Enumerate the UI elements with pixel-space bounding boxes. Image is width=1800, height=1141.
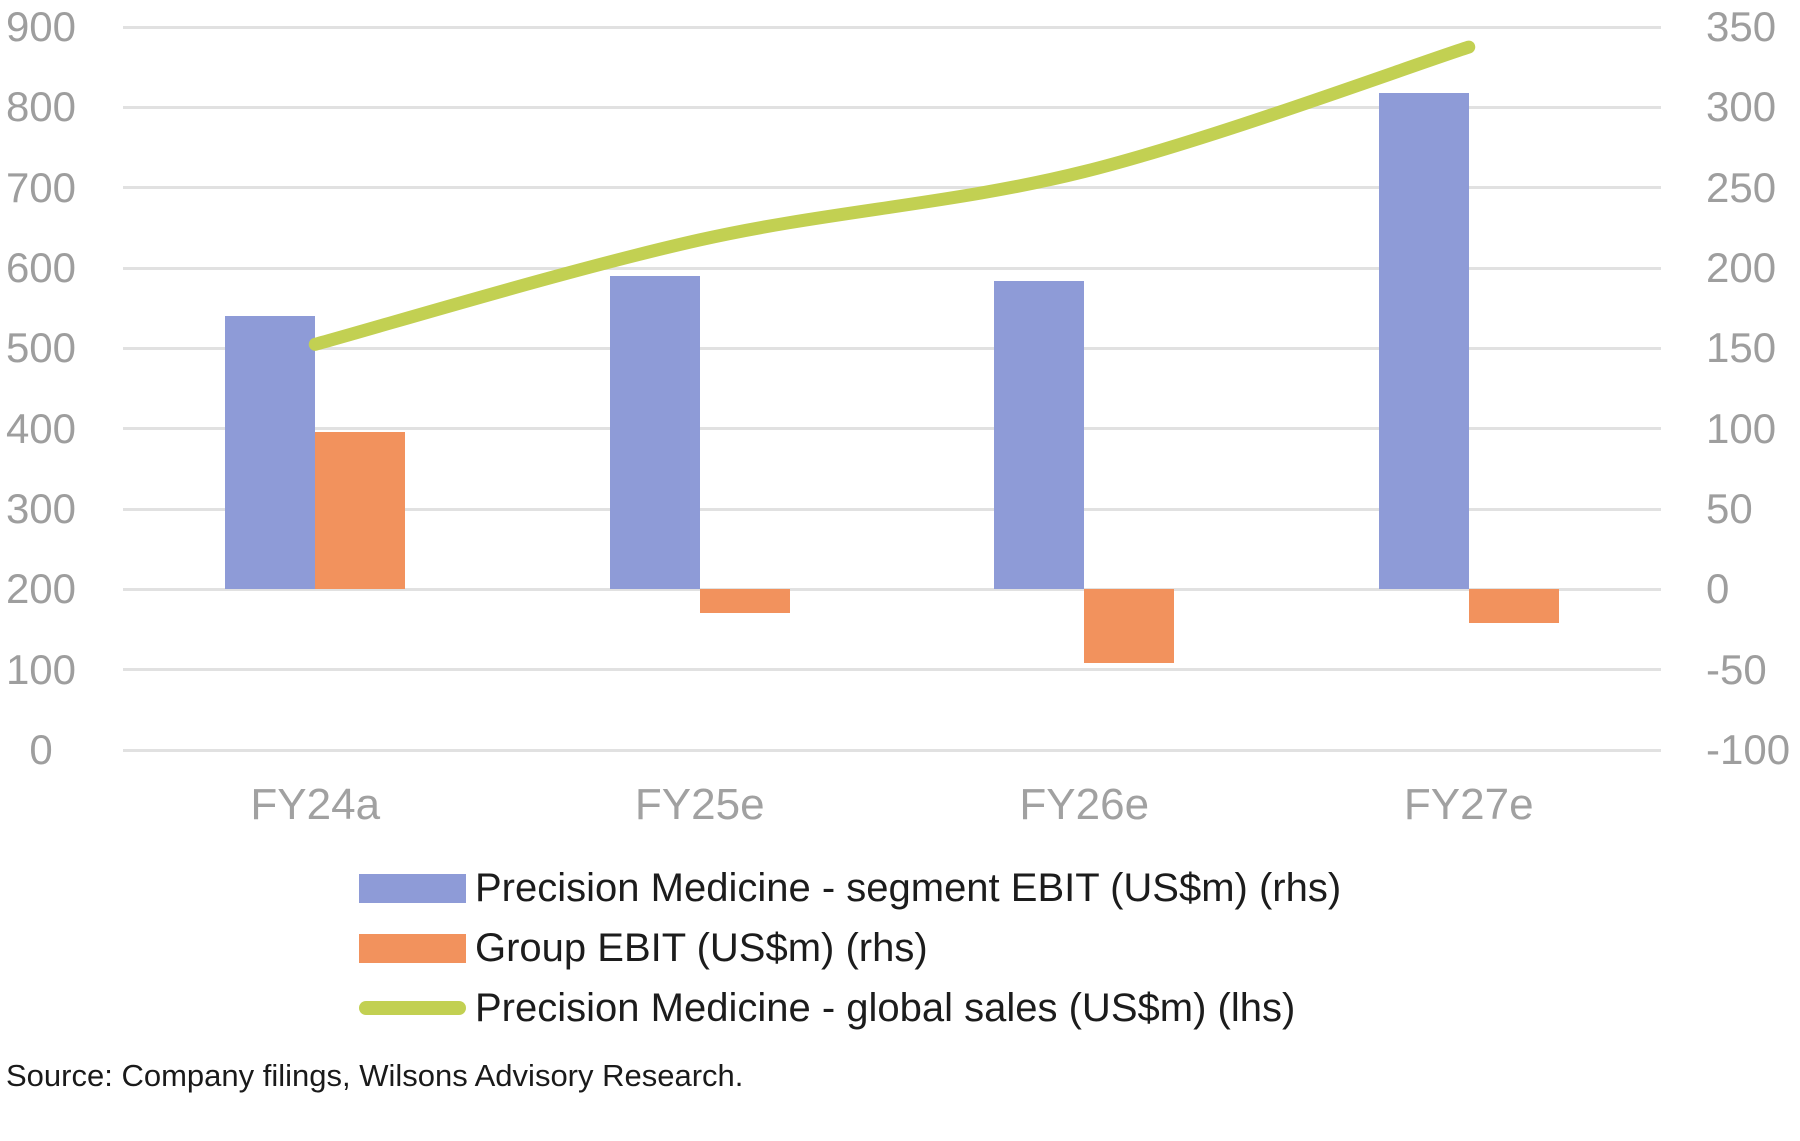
x-axis-label: FY26e [1019,780,1150,829]
gridline [123,587,1661,591]
legend-swatch-precision-medicine-segment [359,873,466,903]
gridline [123,668,1661,672]
x-axis-label: FY27e [1403,780,1534,829]
right-axis-tick: 350 [1706,3,1777,50]
gridline [123,427,1661,431]
legend-swatch-group-ebit-us [359,933,466,963]
left-axis-tick: 900 [5,3,77,50]
legend-label: Group EBIT (US$m) (rhs) [475,926,928,970]
bar-group-ebit-us-FY24a [315,431,406,590]
legend-row-group-ebit-us: Group EBIT (US$m) (rhs) [359,918,928,978]
legend-label: Precision Medicine - global sales (US$m)… [475,986,1296,1030]
right-axis-tick: 200 [1706,244,1777,291]
gridline [123,507,1661,511]
right-axis-tick: 0 [1706,565,1730,613]
right-axis-tick: 250 [1706,163,1777,211]
sales-line [308,40,1476,351]
bar-precision-medicine-segment-FY24a [225,316,316,590]
bar-group-ebit-us-FY27e [1468,589,1559,624]
legend-swatch-precision-medicine-global [359,1001,466,1015]
legend-row-precision-medicine-segment: Precision Medicine - segment EBIT (US$m)… [359,858,1341,918]
gridline [123,25,1661,29]
bar-precision-medicine-segment-FY26e [994,280,1085,590]
left-axis-tick: 400 [5,404,77,452]
legend-label: Precision Medicine - segment EBIT (US$m)… [475,866,1342,910]
right-axis-tick: 150 [1706,324,1777,372]
left-axis-tick: 200 [5,565,77,613]
bar-group-ebit-us-FY26e [1084,589,1175,664]
left-axis-tick: 800 [5,83,77,131]
legend-row-precision-medicine-global: Precision Medicine - global sales (US$m)… [359,978,1295,1038]
right-axis-tick: -50 [1706,645,1767,693]
bar-precision-medicine-segment-FY25e [609,276,700,590]
right-axis-tick: -100 [1706,726,1791,773]
bar-group-ebit-us-FY25e [699,589,790,614]
left-axis-tick: 0 [29,726,53,773]
left-axis-tick: 600 [5,244,77,291]
right-axis-tick: 50 [1706,485,1753,532]
left-axis-tick: 300 [5,485,77,532]
bar-precision-medicine-segment-FY27e [1378,92,1469,590]
source-note: Source: Company filings, Wilsons Advisor… [6,1058,744,1093]
right-axis-tick: 100 [1706,404,1777,452]
left-axis-tick: 500 [5,324,77,372]
left-axis-tick: 100 [5,645,77,693]
gridline [123,748,1661,752]
right-axis-tick: 300 [1706,83,1777,131]
x-axis-label: FY24a [250,780,381,829]
left-axis-tick: 700 [5,163,77,211]
x-axis-label: FY25e [634,780,765,829]
